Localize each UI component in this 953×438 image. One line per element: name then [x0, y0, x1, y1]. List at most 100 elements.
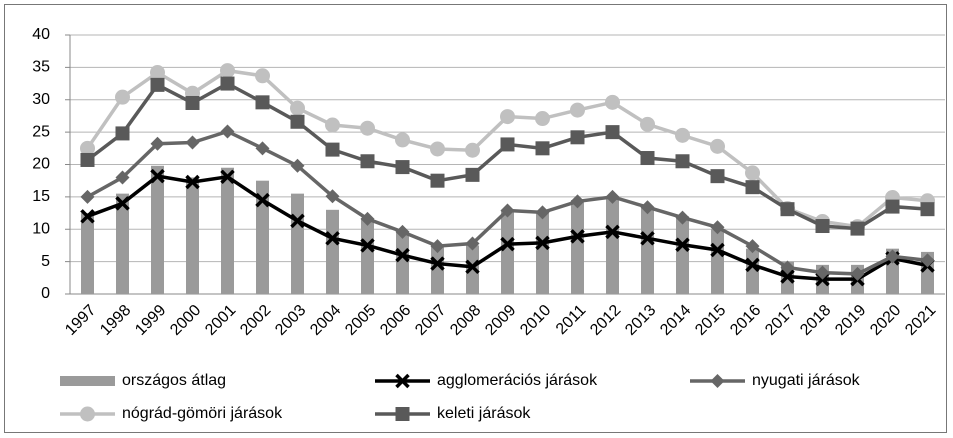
marker [500, 137, 515, 152]
bar [151, 165, 164, 294]
marker [395, 247, 410, 263]
y-tick-label: 10 [32, 220, 50, 237]
marker [850, 221, 865, 236]
marker [360, 154, 375, 169]
marker [605, 224, 620, 240]
legend-label: nyugati járások [752, 372, 861, 389]
marker [745, 180, 760, 195]
marker [465, 167, 480, 182]
marker [815, 265, 830, 280]
legend-marker [710, 374, 725, 388]
marker [150, 168, 165, 184]
marker [360, 238, 375, 253]
legend-label: keleti járások [437, 405, 531, 422]
bar [641, 206, 654, 294]
marker [500, 203, 515, 218]
marker [885, 249, 900, 264]
marker [780, 269, 795, 284]
y-tick-label: 40 [32, 26, 50, 43]
marker [640, 231, 655, 246]
marker [710, 169, 725, 184]
marker [675, 237, 690, 253]
legend-swatch [60, 376, 115, 386]
marker [360, 120, 375, 136]
bar [221, 167, 234, 294]
marker [500, 109, 515, 125]
marker [920, 253, 935, 268]
marker [570, 130, 585, 145]
marker [465, 236, 480, 251]
marker [430, 141, 445, 157]
marker [220, 169, 235, 185]
marker [745, 257, 760, 273]
marker [290, 213, 305, 229]
marker [255, 68, 270, 84]
marker [570, 102, 585, 118]
bar [571, 200, 584, 294]
y-tick-label: 5 [41, 253, 50, 270]
marker [605, 125, 620, 140]
marker [430, 173, 445, 188]
marker [395, 160, 410, 175]
bar [711, 229, 724, 294]
marker [290, 100, 305, 116]
legend-label: nógrád-gömöri járások [122, 405, 283, 422]
bar [606, 196, 619, 294]
marker [465, 142, 480, 158]
marker [115, 126, 130, 141]
marker [430, 256, 445, 271]
marker [430, 239, 445, 254]
y-tick-label: 35 [32, 59, 50, 76]
marker [360, 211, 375, 226]
marker [150, 65, 165, 81]
marker [675, 127, 690, 143]
marker [640, 200, 655, 215]
bar [186, 177, 199, 294]
marker [255, 192, 270, 208]
bar [361, 219, 374, 294]
y-tick-label: 0 [41, 285, 50, 302]
marker [570, 229, 585, 244]
marker [115, 89, 130, 105]
marker [185, 95, 200, 110]
marker [220, 76, 235, 91]
marker [80, 152, 95, 167]
marker [185, 174, 200, 190]
marker [325, 142, 340, 157]
bar [291, 193, 304, 294]
bar [676, 216, 689, 294]
marker [535, 205, 550, 220]
marker [115, 196, 130, 211]
marker [815, 219, 830, 234]
marker [220, 63, 235, 79]
marker [500, 236, 515, 252]
marker [780, 260, 795, 275]
marker [745, 239, 760, 254]
marker [710, 242, 725, 258]
bar [116, 193, 129, 294]
marker [255, 95, 270, 110]
marker [535, 111, 550, 127]
bar [256, 180, 269, 294]
legend-label: országos átlag [122, 372, 226, 389]
marker [465, 259, 480, 275]
marker [150, 77, 165, 92]
marker [640, 116, 655, 132]
marker [115, 170, 130, 185]
marker [570, 194, 585, 209]
marker [395, 224, 410, 239]
legend-marker [80, 406, 95, 422]
marker [675, 154, 690, 169]
bar [466, 245, 479, 294]
marker [850, 266, 865, 281]
marker [290, 158, 305, 173]
marker [255, 141, 270, 156]
legend-label: agglomerációs járások [437, 372, 598, 389]
marker [535, 235, 550, 251]
marker [80, 209, 95, 224]
marker [710, 220, 725, 235]
marker [745, 165, 760, 181]
y-tick-label: 15 [32, 188, 50, 205]
bar [501, 209, 514, 294]
